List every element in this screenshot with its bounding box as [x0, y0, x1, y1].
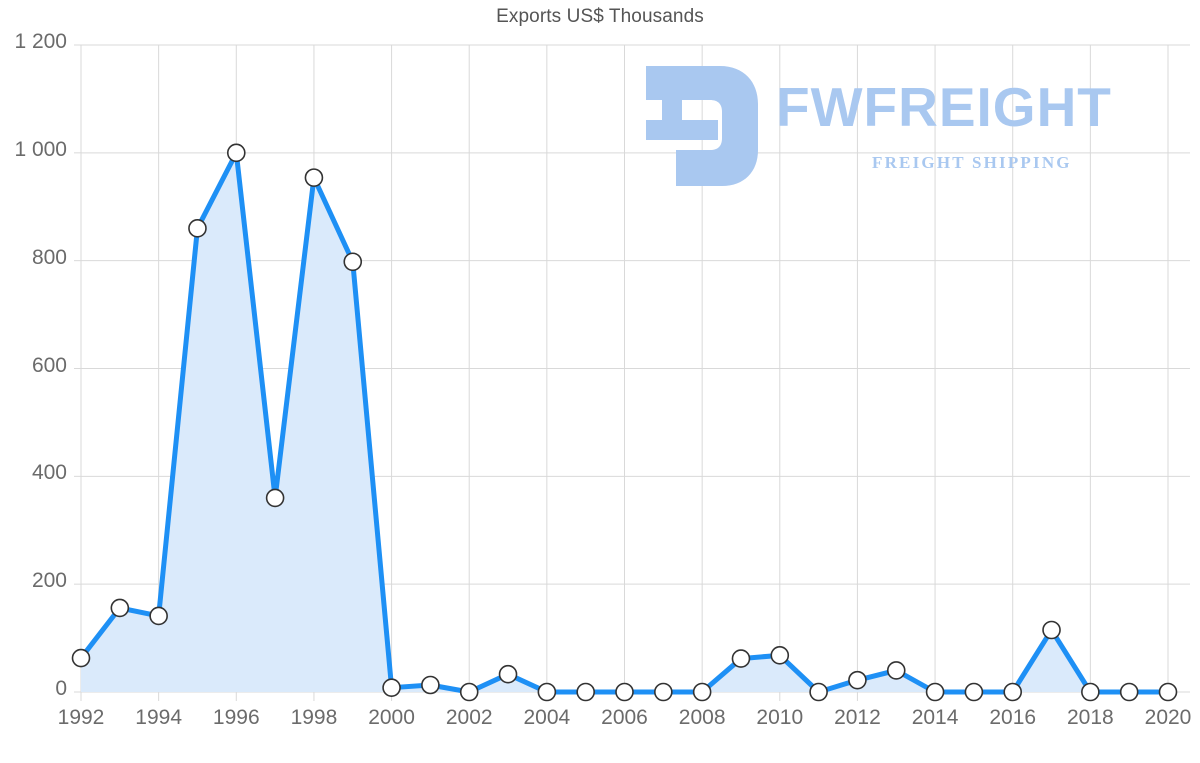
y-axis-tick-label: 1 200	[14, 30, 67, 53]
x-axis-tick-label: 2002	[445, 706, 493, 729]
y-axis-tick-label: 200	[31, 569, 67, 593]
x-axis-tick-label: 2014	[911, 706, 959, 729]
x-axis-tick-label: 2006	[601, 706, 648, 729]
data-point-marker[interactable]	[731, 649, 751, 668]
data-point-marker[interactable]	[770, 646, 790, 665]
data-point-marker[interactable]	[615, 682, 634, 702]
data-point-marker[interactable]	[886, 661, 906, 680]
x-axis-tick-label: 1998	[290, 706, 338, 729]
x-axis-tick-label: 2010	[756, 706, 804, 729]
data-point-marker[interactable]	[343, 252, 363, 272]
data-point-marker[interactable]	[226, 143, 246, 163]
x-axis-tick-label: 2004	[523, 706, 571, 729]
x-axis-tick-label: 1992	[57, 706, 105, 729]
data-point-marker[interactable]	[848, 670, 867, 690]
y-axis-tick-label: 1 000	[14, 137, 67, 161]
data-point-marker[interactable]	[459, 682, 479, 702]
x-axis-tick-label: 2000	[368, 706, 415, 729]
data-point-marker[interactable]	[1158, 682, 1178, 702]
data-point-marker[interactable]	[809, 682, 828, 702]
data-point-marker[interactable]	[1119, 682, 1139, 702]
data-point-marker[interactable]	[1003, 682, 1023, 702]
data-point-marker[interactable]	[1042, 620, 1061, 640]
data-point-marker[interactable]	[304, 168, 324, 187]
x-axis-tick-label: 2016	[989, 706, 1037, 729]
x-axis-tick-label: 2012	[834, 706, 881, 729]
x-axis-tick-label: 1994	[135, 706, 182, 729]
y-axis-tick-label: 0	[55, 677, 67, 700]
x-axis-tick-label: 2020	[1144, 706, 1192, 729]
chart-title: Exports US$ Thousands	[496, 6, 704, 27]
x-axis-tick-label: 2018	[1066, 706, 1114, 729]
data-point-marker[interactable]	[654, 682, 673, 702]
x-axis-tick-label: 1996	[212, 706, 260, 729]
data-point-marker[interactable]	[149, 606, 168, 626]
data-point-marker[interactable]	[421, 675, 440, 695]
data-point-marker[interactable]	[382, 678, 401, 697]
data-point-marker[interactable]	[537, 682, 557, 702]
data-point-marker[interactable]	[265, 488, 285, 508]
x-axis-tick-label: 2008	[678, 706, 726, 729]
data-point-marker[interactable]	[576, 682, 595, 702]
data-point-marker[interactable]	[110, 598, 130, 618]
y-axis-tick-label: 600	[31, 353, 67, 377]
data-point-marker[interactable]	[925, 682, 945, 702]
data-point-marker[interactable]	[1081, 682, 1100, 702]
data-point-marker[interactable]	[692, 682, 712, 702]
data-point-marker[interactable]	[498, 664, 518, 684]
data-point-marker[interactable]	[71, 648, 91, 668]
data-point-marker[interactable]	[964, 682, 984, 702]
data-point-marker[interactable]	[188, 219, 207, 238]
y-axis-tick-label: 800	[31, 245, 67, 269]
y-axis-tick-label: 400	[31, 461, 67, 485]
